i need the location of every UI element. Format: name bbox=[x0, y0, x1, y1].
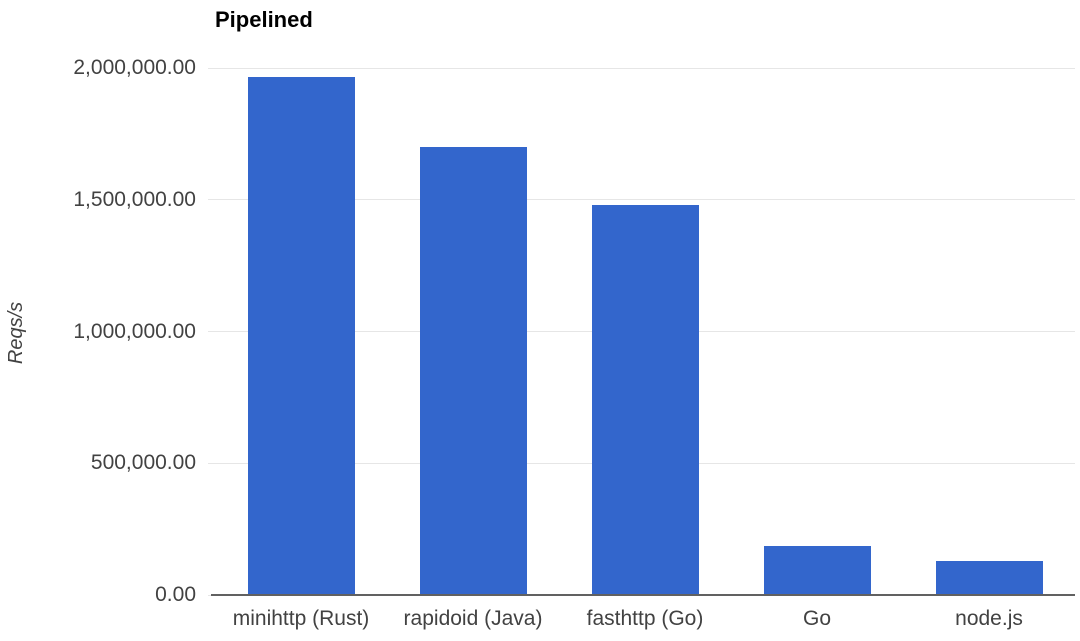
x-category-label: fasthttp (Go) bbox=[586, 607, 704, 630]
bar-rapidoid-java bbox=[419, 147, 527, 595]
y-axis-tick-labels: 0.00 500,000.00 1,000,000.00 1,500,000.00 2,… bbox=[0, 56, 196, 606]
y-tick-label: 1,000,000.00 bbox=[73, 319, 196, 343]
x-category-label: Go bbox=[802, 607, 831, 630]
bar-minihttp-rust bbox=[247, 77, 355, 595]
gridline bbox=[208, 67, 1075, 69]
bar-node-js bbox=[935, 561, 1043, 595]
y-tick-label: 0.00 bbox=[155, 583, 196, 606]
x-axis-line bbox=[211, 594, 1075, 596]
y-tick-label: 1,500,000.00 bbox=[73, 187, 196, 211]
y-tick-label: 500,000.00 bbox=[90, 451, 196, 475]
x-category-label: rapidoid (Java) bbox=[403, 607, 543, 630]
x-category-label: minihttp (Rust) bbox=[232, 607, 370, 630]
chart-title: Pipelined bbox=[215, 7, 313, 32]
y-tick-label: 2,000,000.00 bbox=[73, 56, 196, 79]
bar-go bbox=[763, 546, 871, 595]
bar-fasthttp-go bbox=[591, 205, 699, 595]
gridline bbox=[208, 199, 1075, 201]
plot-area bbox=[208, 67, 1075, 596]
x-axis-category-labels: minihttp (Rust) rapidoid (Java) fasthttp (… bbox=[215, 605, 1075, 635]
x-category-label: node.js bbox=[955, 607, 1023, 630]
